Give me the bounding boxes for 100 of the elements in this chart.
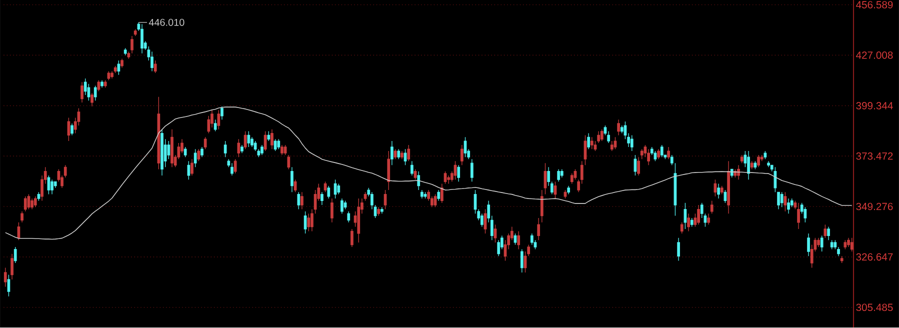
candlestick [280, 144, 284, 156]
candlestick [587, 133, 590, 150]
candlestick [710, 200, 714, 214]
candlestick [520, 249, 524, 273]
y-tick-label: 305.485 [856, 304, 893, 312]
candlestick [187, 160, 190, 180]
candlestick [517, 231, 520, 250]
candlestick [397, 148, 400, 160]
candlestick [400, 150, 404, 160]
candlestick [740, 154, 744, 164]
candlestick [827, 226, 830, 241]
candlestick [34, 196, 37, 208]
candlestick [160, 129, 164, 176]
candlestick [224, 140, 227, 158]
candlestick [194, 148, 197, 168]
candlestick [20, 211, 24, 223]
candlestick [244, 131, 247, 150]
candlestick [667, 146, 670, 160]
candlestick [320, 192, 324, 206]
candlestick [390, 140, 394, 166]
candlestick [480, 213, 484, 228]
candlestick [200, 146, 204, 158]
candlestick [817, 238, 820, 248]
candlestick [590, 137, 594, 150]
candlestick [820, 236, 824, 252]
candlestick [337, 184, 340, 195]
candlestick [300, 192, 304, 210]
candlestick [657, 148, 660, 160]
candlestick [204, 137, 207, 150]
candlestick [14, 246, 17, 264]
candlestick [120, 58, 124, 68]
candlestick [610, 140, 614, 152]
candlestick [637, 156, 640, 176]
candlestick [340, 198, 344, 214]
candlestick [567, 186, 570, 195]
candlestick [214, 119, 217, 132]
y-tick-label: 399.344 [856, 102, 893, 110]
candlestick [600, 129, 604, 142]
candlestick [460, 144, 464, 166]
candlestick [640, 148, 644, 160]
candlestick [560, 169, 564, 178]
candlestick [440, 184, 444, 204]
candlestick [537, 218, 540, 241]
candlestick [287, 154, 290, 170]
candlestick [124, 48, 127, 56]
candlestick [530, 233, 534, 246]
candlestick [470, 158, 474, 182]
candlestick [100, 80, 104, 88]
candlestick [697, 204, 700, 226]
candlestick [290, 167, 294, 193]
candlestick [647, 148, 650, 166]
candlestick [350, 228, 354, 248]
candlestick [757, 154, 760, 168]
candlestick [617, 119, 620, 136]
candlestick [807, 233, 810, 257]
candlestick [830, 240, 834, 250]
candlestick [570, 173, 574, 184]
candlestick [134, 29, 137, 37]
candlestick [844, 240, 847, 250]
candlestick [104, 80, 107, 88]
candlestick [277, 138, 280, 150]
candlestick [270, 129, 274, 150]
candlestick [777, 192, 780, 210]
candlestick [247, 131, 250, 148]
candlestick [797, 202, 800, 230]
candlestick [90, 92, 94, 107]
candlestick [357, 198, 360, 243]
y-tick-label: 326.647 [856, 253, 893, 261]
candlestick [417, 171, 420, 191]
y-tick-label: 373.472 [856, 152, 893, 160]
candlestick [80, 82, 84, 103]
candlestick [330, 198, 334, 223]
candlestick [660, 144, 664, 158]
candlestick [840, 256, 844, 264]
candlestick [424, 192, 427, 200]
candlestick [780, 192, 784, 208]
candlestick [447, 175, 450, 184]
candlestick [847, 238, 850, 248]
candlestick [630, 135, 634, 152]
candlestick [747, 150, 750, 180]
y-tick-label: 427.008 [856, 52, 893, 60]
candlestick [680, 222, 684, 234]
candlestick [70, 123, 74, 136]
candlestick [407, 144, 410, 162]
candlestick [117, 60, 120, 76]
candlestick [30, 198, 34, 210]
candlestick [230, 162, 234, 176]
candlestick [94, 86, 97, 102]
candlestick [737, 165, 740, 180]
candlestick [497, 240, 500, 257]
candlestick [260, 144, 264, 156]
candlestick [717, 184, 720, 200]
candlestick [787, 198, 790, 214]
candlestick [10, 254, 14, 280]
candlestick [387, 150, 390, 191]
candlestick [154, 60, 157, 74]
y-tick-label: 349.276 [856, 202, 893, 210]
candlestick [297, 192, 300, 210]
candlestick [750, 160, 754, 170]
annotation: 446.010 [148, 19, 184, 26]
